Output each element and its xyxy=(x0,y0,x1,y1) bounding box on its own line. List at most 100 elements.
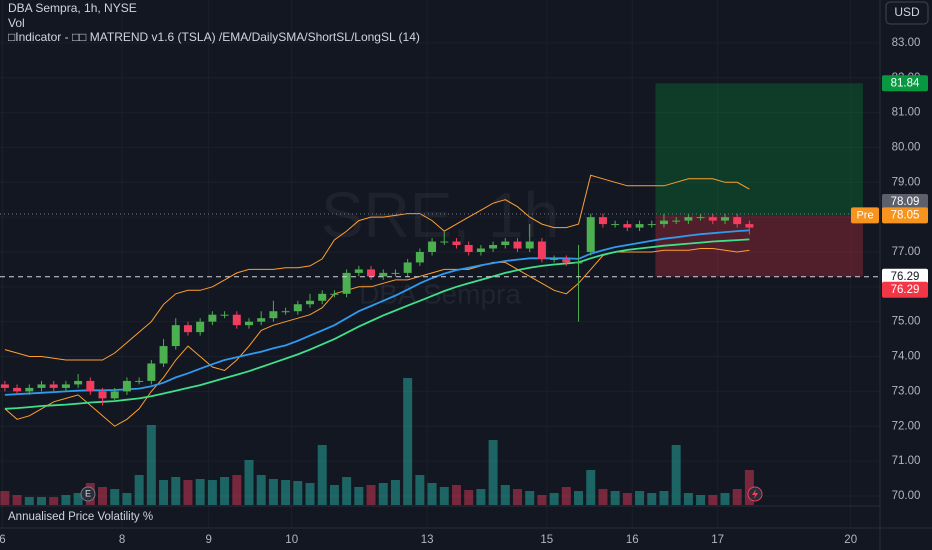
candle-body xyxy=(208,314,217,322)
volume-bar xyxy=(171,477,181,505)
volume-bar xyxy=(244,460,254,505)
volume-bar xyxy=(537,495,547,505)
volume-bar xyxy=(403,378,413,505)
candle-body xyxy=(147,363,156,381)
volume-bar xyxy=(464,490,474,505)
candle-body xyxy=(135,380,144,382)
candle-body xyxy=(74,380,83,385)
candle-body xyxy=(476,248,485,252)
candle-body xyxy=(330,293,339,295)
y-tick-label: 80.00 xyxy=(892,141,921,153)
last-price-label: 78.09 xyxy=(891,196,920,208)
candle-body xyxy=(720,217,729,221)
indicator-line xyxy=(4,238,750,410)
pre-tag-box xyxy=(851,207,879,224)
candle-body xyxy=(684,217,693,221)
candle-body xyxy=(391,272,400,274)
candle-body xyxy=(293,304,302,312)
volume-bar xyxy=(366,485,376,505)
stop-zone xyxy=(655,215,863,277)
candle-body xyxy=(513,241,522,249)
volume-bar xyxy=(232,475,242,505)
volume-bar xyxy=(500,485,510,505)
pre-tag: Pre xyxy=(856,209,873,221)
candle-body xyxy=(647,224,656,226)
candle-body xyxy=(440,241,449,243)
volume-label: Vol xyxy=(8,16,25,30)
volume-bar xyxy=(610,491,620,505)
volume-bar xyxy=(342,477,352,505)
candle-body xyxy=(708,217,717,221)
volume-bar xyxy=(183,480,193,505)
volume-bar xyxy=(744,470,754,505)
volume-bar xyxy=(146,425,156,505)
volume-bar xyxy=(732,489,742,505)
candle-body xyxy=(574,262,583,264)
currency-button[interactable] xyxy=(885,1,929,25)
volume-bar xyxy=(317,445,327,505)
volume-bar xyxy=(36,497,46,505)
volume-bar xyxy=(439,487,449,505)
volume-bar xyxy=(122,493,132,505)
x-tick-label: 6 xyxy=(0,534,6,546)
currency[interactable]: USD xyxy=(894,5,920,19)
volume-bar xyxy=(683,493,693,505)
volume-bar xyxy=(329,485,339,505)
candle-body xyxy=(37,384,46,388)
volume-bar xyxy=(451,485,461,505)
stop-label: 76.29 xyxy=(891,284,920,296)
y-tick-label: 79.00 xyxy=(892,176,921,188)
x-tick-label: 8 xyxy=(119,534,125,546)
volume-bar xyxy=(73,493,83,505)
y-tick-label: 74.00 xyxy=(892,351,921,363)
x-tick-label: 16 xyxy=(626,534,639,546)
volume-bar xyxy=(134,475,144,505)
earnings-icon[interactable] xyxy=(80,486,96,502)
candle-body xyxy=(257,318,266,322)
volume-bar xyxy=(98,487,108,505)
chart-title: DBA Sempra, 1h, NYSE xyxy=(8,1,137,15)
volume-bar xyxy=(49,497,59,505)
candle-body xyxy=(452,241,461,246)
candle-body xyxy=(232,314,241,326)
volume-bar xyxy=(513,489,523,505)
candle-body xyxy=(318,293,327,301)
candle-body xyxy=(171,325,180,347)
alert-label-box xyxy=(882,268,928,285)
candle-body xyxy=(110,391,119,399)
volume-bar xyxy=(586,470,596,505)
x-tick-label: 10 xyxy=(285,534,298,546)
pre-price-label: 78.05 xyxy=(891,209,920,221)
candle-body xyxy=(122,380,131,392)
volume-bar xyxy=(635,491,645,505)
x-tick-label: 20 xyxy=(844,534,857,546)
y-tick-label: 75.00 xyxy=(892,316,921,328)
indicator-line xyxy=(4,174,750,361)
volume-bar xyxy=(415,475,425,505)
candle-body xyxy=(611,224,620,226)
lightning-glyph xyxy=(752,489,758,499)
candle-body xyxy=(562,258,571,263)
target-label-box xyxy=(882,75,928,92)
volume-bar xyxy=(24,497,34,505)
volume-bar xyxy=(659,491,669,505)
volume-bar xyxy=(476,489,486,505)
candle-body xyxy=(696,217,705,219)
target-label: 81.84 xyxy=(891,77,920,89)
candle-body xyxy=(183,325,192,333)
volume-bar xyxy=(720,493,730,505)
candle-body xyxy=(98,391,107,399)
candle-body xyxy=(501,241,510,246)
candle-body xyxy=(159,346,168,364)
candle-body xyxy=(550,258,559,260)
candle-body xyxy=(598,217,607,225)
volume-bar xyxy=(305,483,315,505)
volume-bar xyxy=(354,487,364,505)
candle-body xyxy=(733,217,742,225)
alert-label: 76.29 xyxy=(891,271,920,283)
candle-body xyxy=(281,311,290,313)
candle-body xyxy=(342,272,351,294)
candle-body xyxy=(86,380,95,392)
candle-body xyxy=(586,217,595,252)
